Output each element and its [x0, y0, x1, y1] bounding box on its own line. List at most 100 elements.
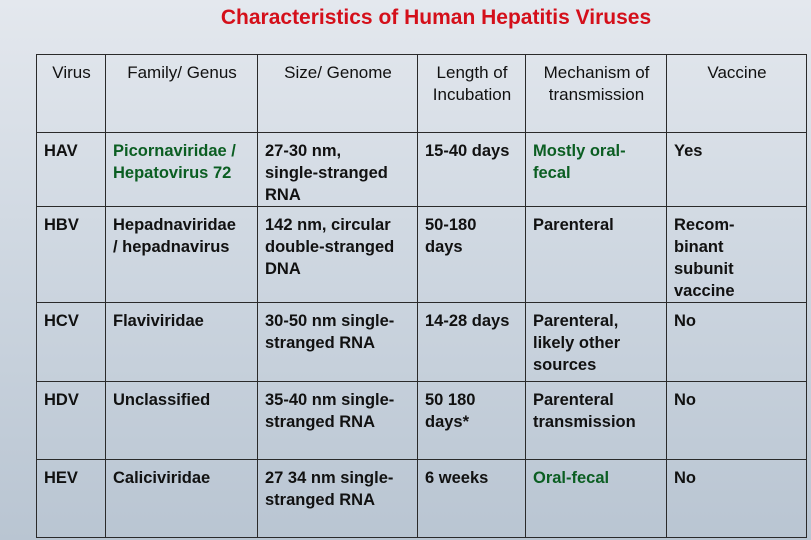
table-cell: Picornaviridae / Hepatovirus 72 — [105, 132, 258, 207]
cell-text: HCV — [44, 312, 79, 330]
cell-text: stranged RNA — [265, 491, 376, 509]
table-cell: 30-50 nm single-stranged RNA — [257, 302, 418, 382]
cell-text: 35-40 nm single- — [265, 391, 395, 409]
table-cell: 27-30 nm, single-stranged RNA — [257, 132, 418, 207]
cell-text: transmission — [548, 85, 645, 104]
table-cell: Recom-binant subunit vaccine — [666, 206, 807, 303]
cell-text: Mostly oral- — [533, 142, 626, 160]
cell-text: Hepadnaviridae — [113, 216, 236, 234]
table-row: HBV Hepadnaviridae / hepadnavirus 142 nm, c… — [36, 206, 807, 303]
cell-text: days — [425, 238, 463, 256]
table-cell: HBV — [36, 206, 106, 303]
cell-text: / hepadnavirus — [113, 238, 230, 256]
cell-text: Parenteral — [533, 391, 614, 409]
header-cell: Size/ Genome — [257, 54, 418, 133]
cell-text: Parenteral, — [533, 312, 619, 330]
cell-text: stranged RNA — [265, 413, 376, 431]
cell-text: sources — [533, 356, 597, 374]
cell-text: 50 180 — [425, 391, 476, 409]
cell-text: 15-40 days — [425, 142, 510, 160]
table-cell: No — [666, 302, 807, 382]
table-cell: Parenteral transmission — [525, 381, 667, 460]
cell-text: Unclassified — [113, 391, 211, 409]
cell-text: Family/ Genus — [127, 63, 237, 82]
cell-text: 14-28 days — [425, 312, 510, 330]
cell-text: HAV — [44, 142, 78, 160]
cell-text: Mechanism of — [543, 63, 650, 82]
cell-text: 27-30 nm, — [265, 142, 342, 160]
cell-text: double-stranged — [265, 238, 395, 256]
cell-text: fecal — [533, 164, 571, 182]
cell-text: Picornaviridae / — [113, 142, 236, 160]
cell-text: Parenteral — [533, 216, 614, 234]
header-cell: Family/ Genus — [105, 54, 258, 133]
header-cell: Mechanism of transmission — [525, 54, 667, 133]
table-cell: No — [666, 459, 807, 538]
table-cell: 50 180 days* — [417, 381, 526, 460]
cell-text: 142 nm, circular — [265, 216, 391, 234]
cell-text: days* — [425, 413, 470, 431]
cell-text: binant — [674, 238, 724, 256]
table-cell: Caliciviridae — [105, 459, 258, 538]
table-cell: HCV — [36, 302, 106, 382]
table-cell: No — [666, 381, 807, 460]
cell-text: HBV — [44, 216, 79, 234]
table-cell: HDV — [36, 381, 106, 460]
table-cell: Hepadnaviridae / hepadnavirus — [105, 206, 258, 303]
table-cell: Oral-fecal — [525, 459, 667, 538]
table-cell: Parenteral, likely other sources — [525, 302, 667, 382]
cell-text: HDV — [44, 391, 79, 409]
cell-text: No — [674, 469, 696, 487]
header-cell: Length of Incubation — [417, 54, 526, 133]
table-cell: 27 34 nm single-stranged RNA — [257, 459, 418, 538]
cell-text: DNA — [265, 260, 301, 278]
table-cell: Parenteral — [525, 206, 667, 303]
table-cell: 50-180 days — [417, 206, 526, 303]
table-row: HCV Flaviviridae 30-50 nm single-stranged … — [36, 302, 807, 382]
cell-text: Virus — [52, 63, 91, 82]
cell-text: stranged RNA — [265, 334, 376, 352]
table-cell: HEV — [36, 459, 106, 538]
cell-text: 30-50 nm single- — [265, 312, 395, 330]
cell-text: RNA — [265, 186, 301, 204]
cell-text: likely other — [533, 334, 621, 352]
table-cell: Mostly oral-fecal — [525, 132, 667, 207]
table-cell: 15-40 days — [417, 132, 526, 207]
table-row: HDV Unclassified 35-40 nm single-stranged … — [36, 381, 807, 460]
slide-title: Characteristics of Human Hepatitis Virus… — [220, 6, 652, 29]
table-cell: 142 nm, circular double-stranged DNA — [257, 206, 418, 303]
cell-text: Hepatovirus 72 — [113, 164, 232, 182]
virus-table: Virus Family/ Genus Size/ Genome Length of I… — [36, 54, 807, 538]
header-cell: Vaccine — [666, 54, 807, 133]
cell-text: subunit — [674, 260, 734, 278]
cell-text: Flaviviridae — [113, 312, 204, 330]
cell-text: Oral-fecal — [533, 469, 610, 487]
cell-text: single-stranged — [265, 164, 388, 182]
table-cell: 14-28 days — [417, 302, 526, 382]
cell-text: Incubation — [432, 85, 512, 104]
cell-text: vaccine — [674, 282, 735, 300]
header-cell: Virus — [36, 54, 106, 133]
cell-text: Size/ Genome — [284, 63, 392, 82]
cell-text: Caliciviridae — [113, 469, 211, 487]
cell-text: Length of — [436, 63, 508, 82]
cell-text: HEV — [44, 469, 78, 487]
cell-text: No — [674, 391, 696, 409]
table-row: HAV Picornaviridae / Hepatovirus 72 27-30 n… — [36, 132, 807, 207]
cell-text: No — [674, 312, 696, 330]
table-cell: HAV — [36, 132, 106, 207]
cell-text: 6 weeks — [425, 469, 489, 487]
cell-text: Vaccine — [707, 63, 767, 82]
cell-text: transmission — [533, 413, 636, 431]
cell-text: 50-180 — [425, 216, 477, 234]
header-row: Virus Family/ Genus Size/ Genome Length of I… — [36, 54, 807, 133]
cell-text: 27 34 nm single- — [265, 469, 394, 487]
table-row: HEV Caliciviridae 27 34 nm single-stranged… — [36, 459, 807, 538]
table-cell: 6 weeks — [417, 459, 526, 538]
table-cell: Yes — [666, 132, 807, 207]
cell-text: Yes — [674, 142, 703, 160]
table-cell: Flaviviridae — [105, 302, 258, 382]
cell-text: Recom- — [674, 216, 735, 234]
table-cell: 35-40 nm single-stranged RNA — [257, 381, 418, 460]
